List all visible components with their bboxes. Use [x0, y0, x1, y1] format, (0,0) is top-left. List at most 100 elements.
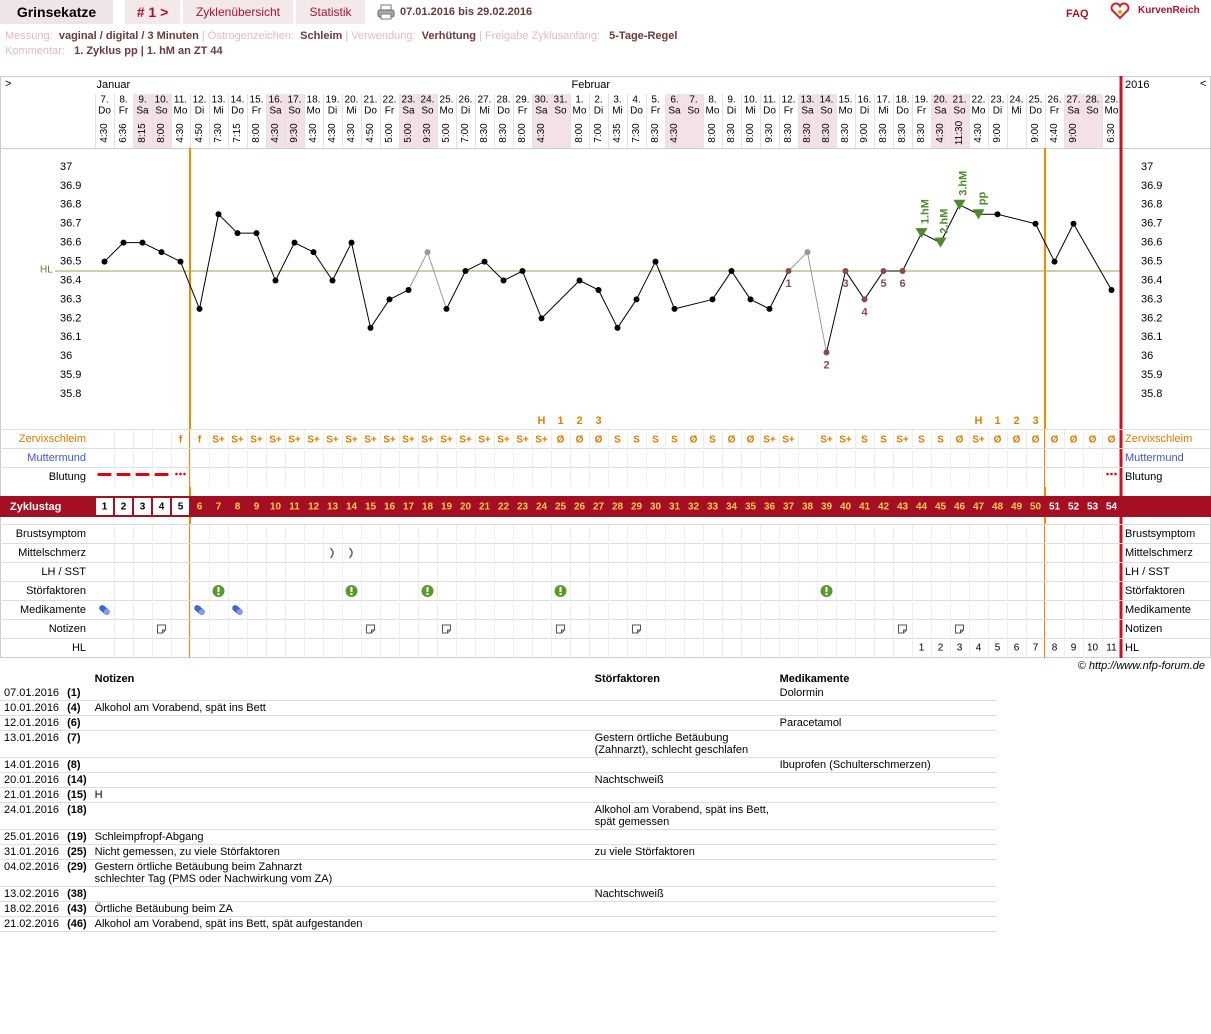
- meds-icon: [99, 605, 110, 615]
- cycle-day: 29: [631, 502, 643, 513]
- table-cell: zu viele Störfaktoren: [590, 844, 776, 860]
- disturb-icon: [345, 585, 358, 597]
- date: 12.: [782, 95, 796, 106]
- spot-dot: [179, 472, 182, 476]
- weekend-shade: [1064, 94, 1083, 148]
- date: 31.: [554, 95, 568, 106]
- y-tick-label: 36.6: [60, 237, 81, 249]
- high-point: [972, 209, 985, 220]
- y-tick-label-right: 36.6: [1141, 237, 1162, 249]
- time: 8:30: [897, 123, 908, 143]
- high-label: 3.hM: [957, 171, 969, 196]
- cycle-cell: [172, 498, 189, 515]
- brand-name[interactable]: KurvenReich: [1138, 5, 1200, 16]
- temp-point: [253, 230, 260, 237]
- time: 4:30: [973, 123, 984, 143]
- date: 20.: [345, 95, 359, 106]
- y-tick-label: 35.8: [60, 388, 81, 400]
- table-cell: 13.02.2016: [0, 886, 64, 902]
- note-icon: [898, 624, 907, 634]
- weekday: Fr: [917, 106, 927, 117]
- weekday: Fr: [518, 106, 528, 117]
- peak-label: 2: [1013, 415, 1019, 427]
- table-cell: 21.01.2016: [0, 787, 64, 803]
- cycle-day: 23: [517, 502, 529, 513]
- table-cell: 21.02.2016: [0, 916, 64, 932]
- date: 5.: [651, 95, 659, 106]
- weekday: Mo: [839, 106, 853, 117]
- high-label: pp: [976, 192, 988, 206]
- row-label: Brustsymptom: [16, 528, 86, 540]
- weekday: Fr: [1050, 106, 1060, 117]
- curve-segment: [845, 270, 865, 300]
- table-header: Notizen Störfaktoren Medikamente: [0, 672, 996, 686]
- weekday: So: [288, 106, 301, 117]
- print-icon[interactable]: [377, 4, 395, 20]
- temp-point: [861, 296, 868, 303]
- cervix-mark: S+: [402, 435, 415, 446]
- temp-point: [500, 277, 507, 284]
- weekday: Do: [98, 106, 111, 117]
- pill-half: [103, 608, 110, 615]
- curve-segment: [712, 270, 732, 300]
- cervix-mark: Ø: [994, 435, 1002, 446]
- weekday: Mo: [573, 106, 587, 117]
- time: 8:00: [517, 123, 528, 143]
- tab-overview[interactable]: Zyklenübersicht: [183, 0, 293, 24]
- table-cell: (6): [63, 715, 91, 731]
- time: 4:30: [669, 123, 680, 143]
- table-cell: Gestern örtliche Betäubung (Zahnarzt), s…: [590, 730, 776, 758]
- cycle-nav[interactable]: # 1 >: [125, 0, 180, 24]
- cycle-day: 35: [745, 502, 757, 513]
- table-row: 04.02.2016 (29) Gestern örtliche Betäubung…: [0, 859, 996, 887]
- temp-point: [1051, 258, 1058, 265]
- table-cell: [590, 859, 776, 887]
- nav-left[interactable]: >: [5, 78, 11, 90]
- cycle-day: 31: [669, 502, 681, 513]
- date: 6.: [670, 95, 678, 106]
- cycle-day: 38: [802, 502, 814, 513]
- date: 27.: [478, 95, 492, 106]
- faq-link[interactable]: FAQ: [1066, 8, 1089, 20]
- pain-mark: [348, 547, 353, 559]
- cycle-day: 7: [216, 502, 222, 513]
- weekday: Sa: [136, 106, 149, 117]
- weekend-shade: [665, 94, 684, 148]
- value: 1. Zyklus pp | 1. hM an ZT 44: [74, 45, 223, 57]
- weekday: Do: [630, 106, 643, 117]
- peak-label: 2: [576, 415, 582, 427]
- weekend-shade: [551, 94, 570, 148]
- cycle-day: 34: [726, 502, 738, 513]
- cervix-mark: f: [198, 435, 202, 446]
- cervix-mark: S+: [782, 435, 795, 446]
- weekday: Sa: [269, 106, 282, 117]
- table-cell: [775, 700, 996, 716]
- weekend-shade: [931, 94, 950, 148]
- low-label: 4: [861, 306, 868, 318]
- date: 14.: [231, 95, 245, 106]
- time: 9:30: [422, 123, 433, 143]
- tab-stats[interactable]: Statistik: [296, 0, 365, 24]
- cervix-mark: Ø: [956, 435, 964, 446]
- nav-right[interactable]: <: [1200, 78, 1206, 90]
- curve-segment: [275, 242, 295, 281]
- row-label: HL: [72, 642, 86, 654]
- table-row: 13.02.2016 (38) Nachtschweiß: [0, 886, 996, 902]
- y-tick-label-right: 36.9: [1141, 180, 1162, 192]
- time: 8:30: [479, 123, 490, 143]
- weekday: So: [820, 106, 833, 117]
- bleeding-spotting: [175, 472, 186, 476]
- date: 15.: [839, 95, 853, 106]
- temp-point: [766, 305, 773, 312]
- row-label: Medikamente: [20, 604, 86, 616]
- table-cell: Paracetamol: [775, 715, 996, 731]
- table-cell: [775, 859, 996, 887]
- table-cell: Örtliche Betäubung beim ZA: [90, 901, 591, 917]
- time: 9:00: [1068, 123, 1079, 143]
- time: 8:30: [821, 123, 832, 143]
- row-label-right: HL: [1125, 642, 1139, 654]
- temp-point: [443, 305, 450, 312]
- weekend-shade: [133, 94, 152, 148]
- date: 1.: [575, 95, 583, 106]
